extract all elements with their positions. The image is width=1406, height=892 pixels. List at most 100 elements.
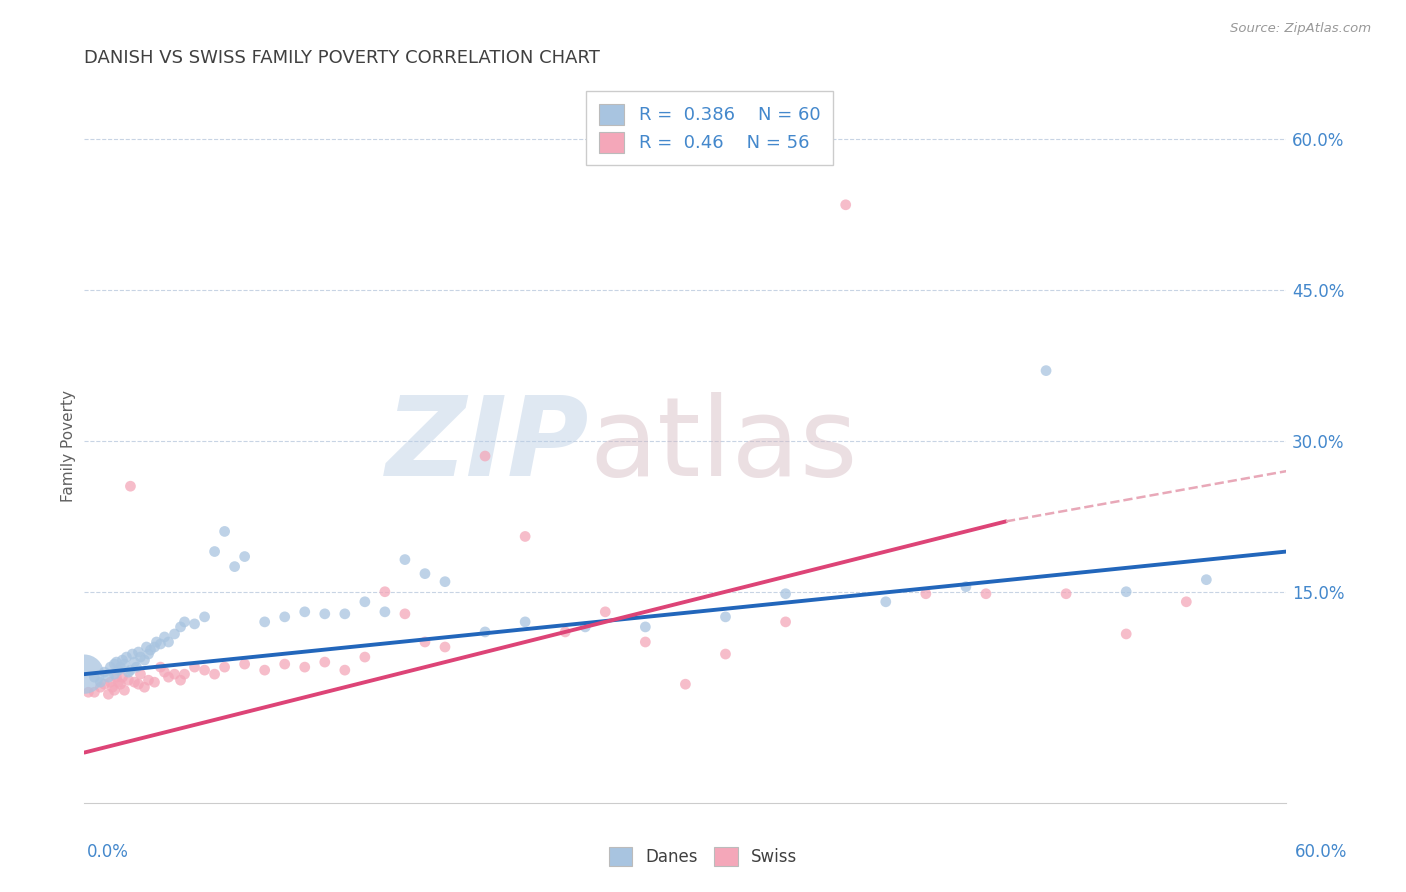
Point	[129, 667, 152, 681]
Point	[100, 675, 122, 690]
Point	[143, 675, 166, 690]
Point	[183, 660, 205, 674]
Point	[139, 643, 162, 657]
Point	[105, 655, 128, 669]
Point	[354, 650, 377, 665]
Point	[835, 198, 858, 212]
Point	[103, 657, 125, 672]
Point	[374, 605, 396, 619]
Point	[294, 660, 316, 674]
Point	[574, 620, 596, 634]
Point	[117, 665, 139, 680]
Point	[97, 687, 120, 701]
Text: DANISH VS SWISS FAMILY POVERTY CORRELATION CHART: DANISH VS SWISS FAMILY POVERTY CORRELATI…	[84, 49, 600, 67]
Point	[93, 677, 115, 691]
Point	[1054, 587, 1077, 601]
Point	[183, 616, 205, 631]
Point	[214, 524, 236, 539]
Point	[233, 657, 256, 672]
Point	[413, 635, 436, 649]
Point	[474, 449, 496, 463]
Point	[515, 529, 537, 543]
Point	[149, 660, 172, 674]
Point	[775, 615, 797, 629]
Point	[157, 635, 180, 649]
Point	[333, 607, 356, 621]
Point	[143, 640, 166, 654]
Point	[77, 685, 100, 699]
Point	[274, 610, 297, 624]
Point	[134, 653, 156, 667]
Point	[89, 675, 111, 690]
Point	[394, 552, 416, 566]
Point	[153, 665, 176, 680]
Text: 0.0%: 0.0%	[87, 843, 129, 861]
Point	[89, 680, 111, 694]
Point	[1035, 363, 1057, 377]
Point	[1195, 573, 1218, 587]
Point	[83, 685, 105, 699]
Point	[114, 683, 135, 698]
Point	[163, 667, 186, 681]
Point	[103, 667, 125, 681]
Legend: R =  0.386    N = 60, R =  0.46    N = 56: R = 0.386 N = 60, R = 0.46 N = 56	[586, 91, 832, 165]
Point	[194, 663, 217, 677]
Point	[314, 607, 336, 621]
Point	[974, 587, 997, 601]
Point	[97, 670, 120, 684]
Point	[103, 683, 125, 698]
Point	[93, 665, 115, 680]
Point	[134, 680, 156, 694]
Point	[253, 615, 276, 629]
Point	[110, 677, 132, 691]
Point	[1115, 584, 1137, 599]
Point	[204, 544, 226, 558]
Point	[145, 635, 167, 649]
Point	[120, 663, 142, 677]
Point	[915, 587, 938, 601]
Text: atlas: atlas	[589, 392, 858, 500]
Point	[714, 610, 737, 624]
Point	[114, 657, 135, 672]
Point	[107, 675, 129, 690]
Point	[434, 640, 457, 654]
Point	[115, 650, 138, 665]
Point	[110, 660, 132, 674]
Point	[129, 650, 152, 665]
Point	[127, 677, 149, 691]
Point	[163, 627, 186, 641]
Point	[675, 677, 697, 691]
Point	[354, 595, 377, 609]
Point	[120, 479, 142, 493]
Point	[214, 660, 236, 674]
Point	[121, 647, 143, 661]
Point	[124, 675, 146, 690]
Point	[955, 580, 977, 594]
Point	[127, 645, 149, 659]
Point	[233, 549, 256, 564]
Point	[515, 615, 537, 629]
Text: Source: ZipAtlas.com: Source: ZipAtlas.com	[1230, 22, 1371, 36]
Point	[124, 655, 146, 669]
Point	[149, 637, 172, 651]
Point	[413, 566, 436, 581]
Point	[1115, 627, 1137, 641]
Point	[374, 584, 396, 599]
Point	[117, 673, 139, 688]
Point	[111, 670, 134, 684]
Point	[595, 605, 617, 619]
Point	[169, 620, 191, 634]
Y-axis label: Family Poverty: Family Poverty	[60, 390, 76, 502]
Point	[194, 610, 217, 624]
Point	[634, 635, 657, 649]
Point	[135, 640, 157, 654]
Point	[138, 647, 160, 661]
Point	[73, 667, 96, 681]
Point	[157, 670, 180, 684]
Point	[204, 667, 226, 681]
Point	[169, 673, 191, 688]
Point	[173, 667, 195, 681]
Point	[775, 587, 797, 601]
Point	[105, 670, 128, 684]
Text: ZIP: ZIP	[385, 392, 589, 500]
